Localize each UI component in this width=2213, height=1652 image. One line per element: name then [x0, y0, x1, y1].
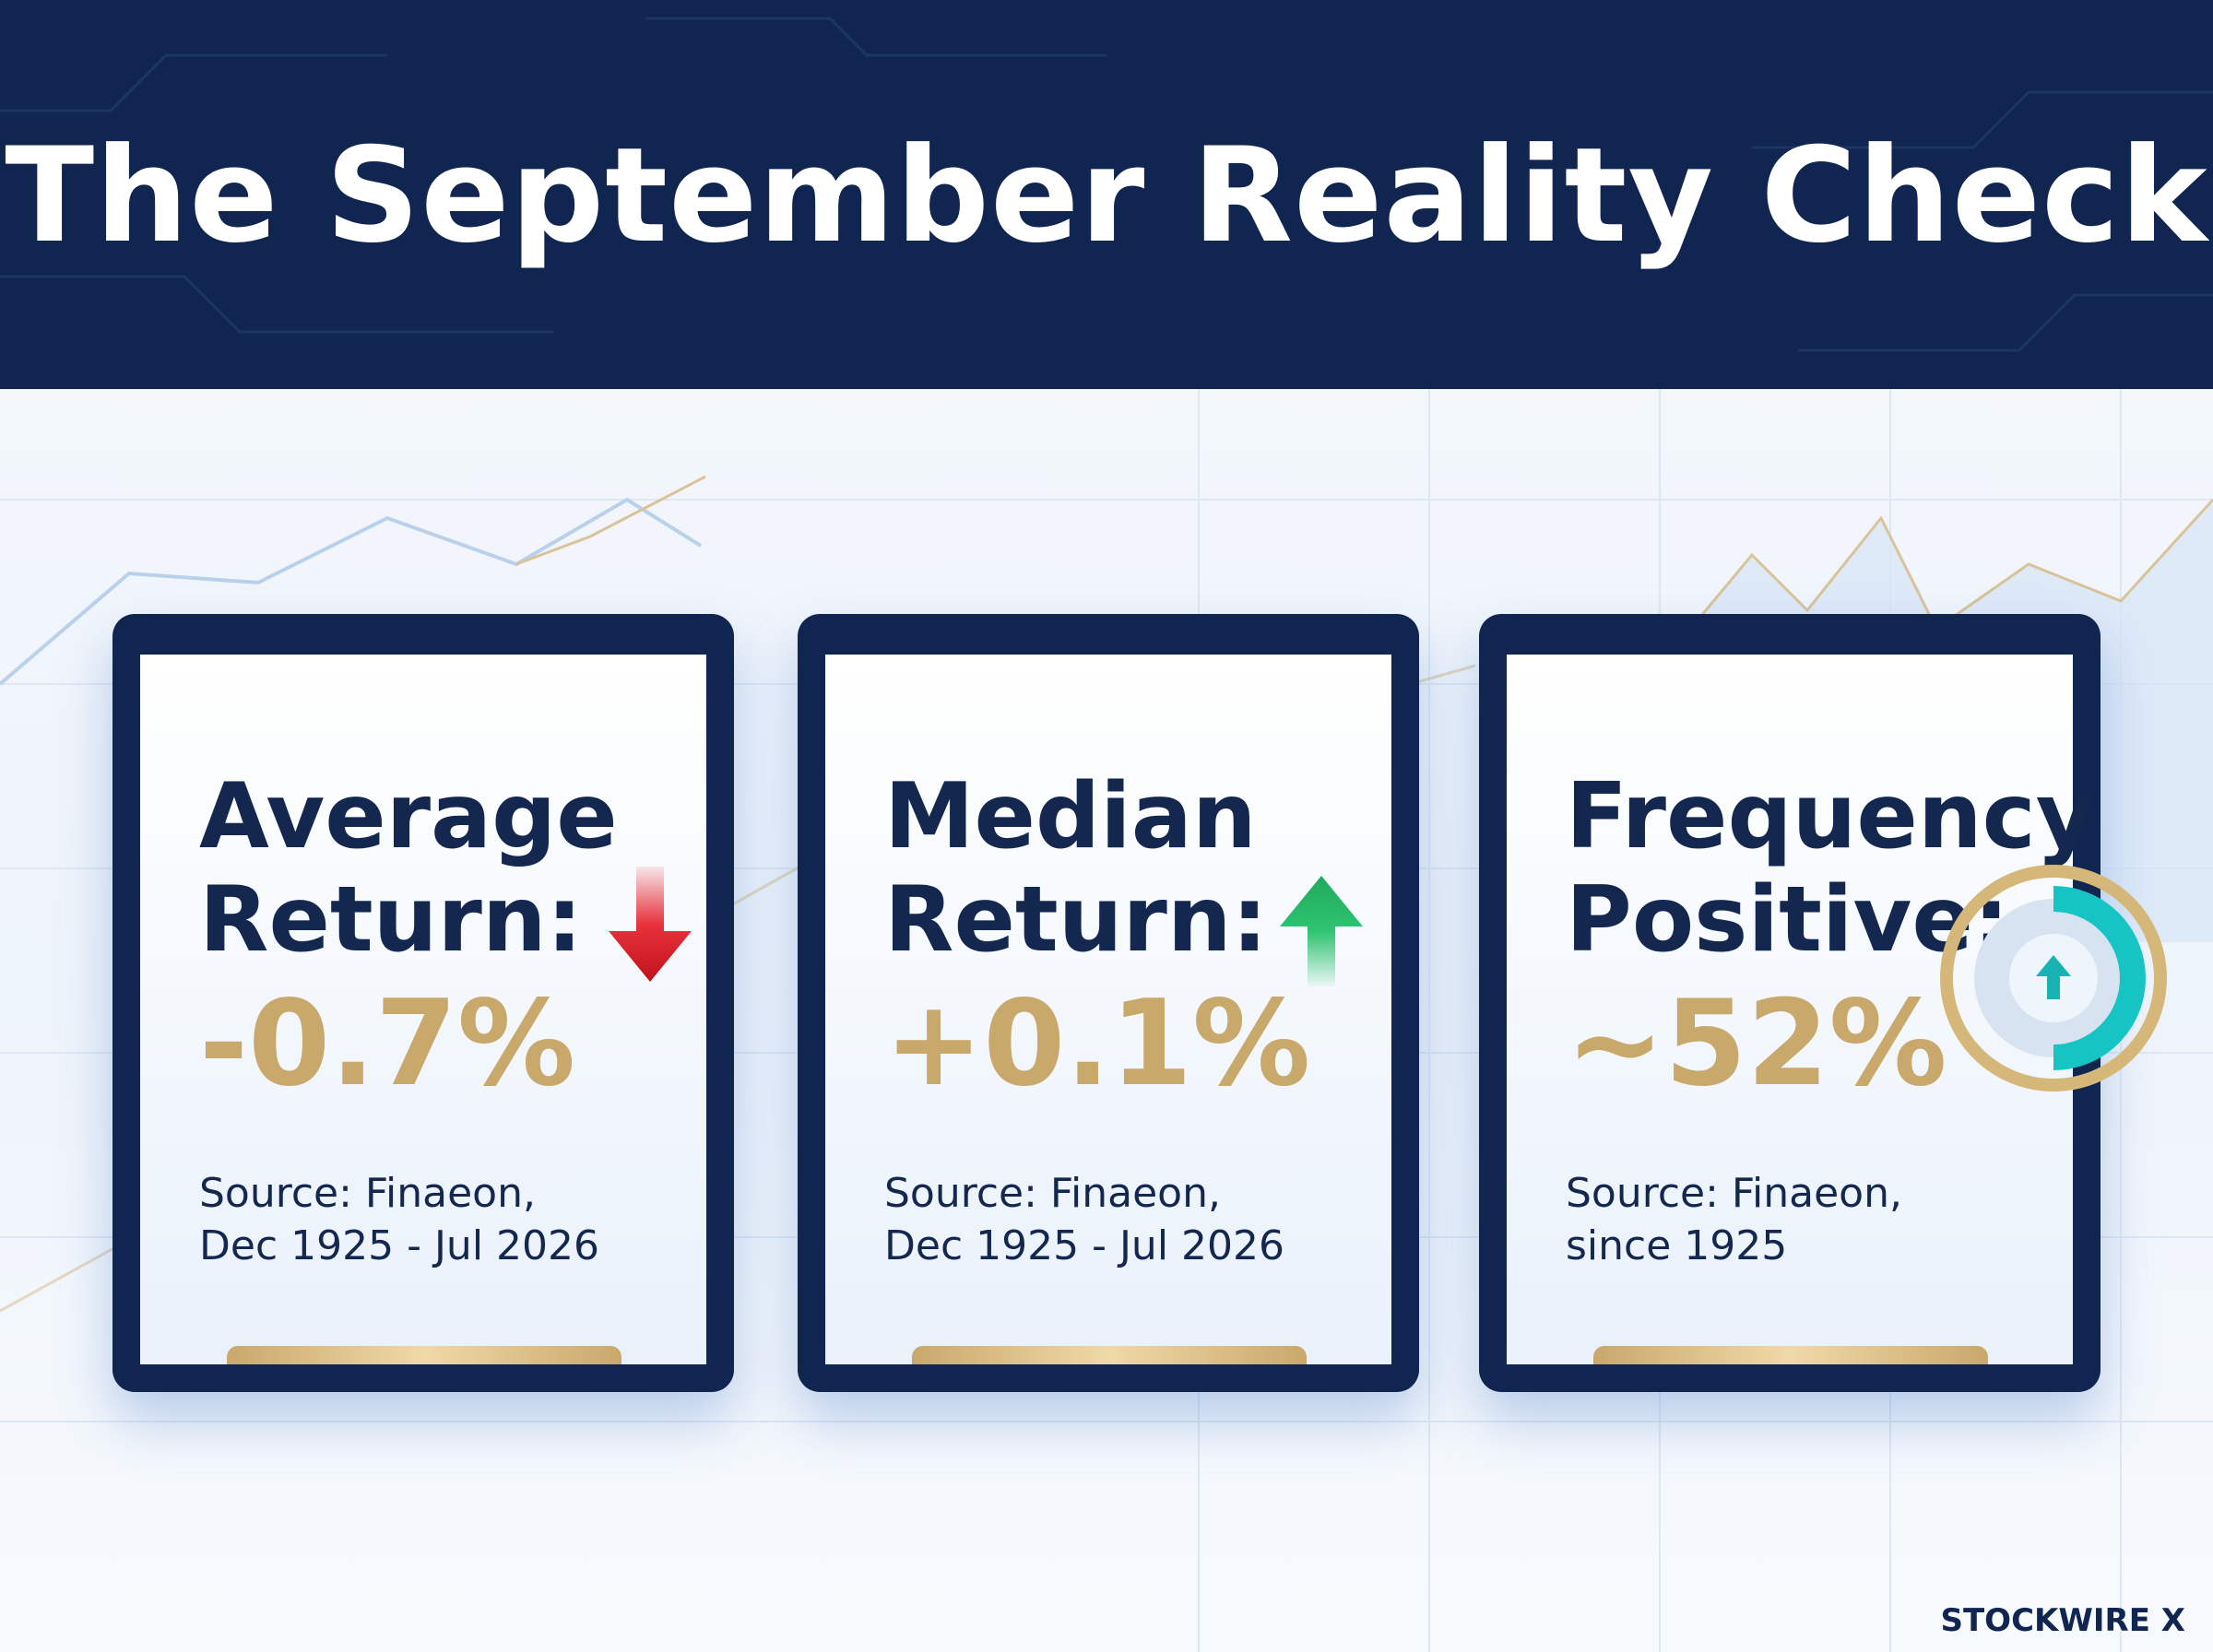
card-source: Source: Finaeon, Dec 1925 - Jul 2026: [884, 1167, 1284, 1272]
header: The September Reality Check: [0, 0, 2213, 389]
label-line: Median: [884, 764, 1257, 869]
down-arrow-icon: [609, 867, 692, 982]
card-label: Median Return:: [884, 765, 1268, 972]
label-line: Positive:: [1566, 867, 2010, 973]
source-line: Source: Finaeon,: [884, 1170, 1221, 1217]
label-line: Return:: [199, 867, 583, 973]
card-value: +0.1%: [884, 975, 1311, 1113]
ring-icon: [1940, 865, 2167, 1092]
circuit-decoration: [0, 17, 2213, 352]
source-line: Source: Finaeon,: [199, 1170, 536, 1217]
brand: STOCKWIRE X: [1940, 1602, 2186, 1639]
title: The September Reality Check: [5, 120, 2208, 272]
source-line: since 1925: [1566, 1222, 1788, 1269]
card: Average Return: -0.7% Source: Finaeon, Dec…: [112, 614, 734, 1392]
card-value: ~52%: [1566, 975, 1947, 1113]
label-line: Average: [199, 764, 618, 869]
card-label: Average Return:: [199, 765, 618, 972]
source-line: Dec 1925 - Jul 2026: [884, 1222, 1285, 1269]
card-source: Source: Finaeon, Dec 1925 - Jul 2026: [199, 1167, 599, 1272]
source-line: Source: Finaeon,: [1566, 1170, 1902, 1217]
source-line: Dec 1925 - Jul 2026: [199, 1222, 600, 1269]
up-arrow-icon: [1280, 876, 1363, 986]
gold-bar: [1593, 1346, 1988, 1364]
card-label: Frequency Positive:: [1566, 765, 2095, 972]
gold-bar: [912, 1346, 1307, 1364]
card-source: Source: Finaeon, since 1925: [1566, 1167, 1902, 1272]
label-line: Return:: [884, 867, 1268, 973]
gold-bar: [227, 1346, 621, 1364]
label-line: Frequency: [1566, 764, 2095, 869]
card-value: -0.7%: [199, 975, 576, 1113]
card: Median Return: +0.1% Source: Finaeon, Dec …: [798, 614, 1419, 1392]
